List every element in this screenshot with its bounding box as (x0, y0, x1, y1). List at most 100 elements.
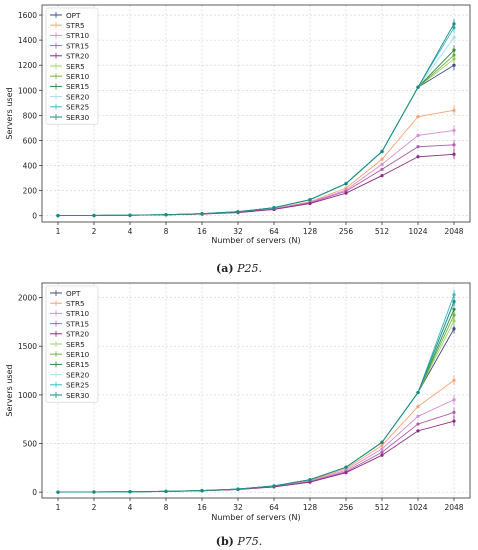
x-tick-label: 32 (233, 227, 243, 236)
caption-a: (a) P25. (0, 262, 478, 275)
data-point (56, 490, 60, 494)
data-point (128, 213, 132, 217)
series-line (57, 23, 455, 217)
series-str20 (56, 149, 456, 218)
x-tick-label: 1024 (408, 227, 427, 236)
series-line (57, 109, 455, 217)
series-ser25 (56, 289, 456, 494)
legend-label: STR15 (66, 41, 89, 50)
data-point (416, 390, 420, 395)
data-point (92, 213, 96, 218)
data-point (416, 404, 420, 409)
caption-b: (b) P75. (0, 535, 478, 548)
x-tick-label: 1024 (408, 503, 427, 512)
series-line (57, 54, 455, 217)
legend-label: SER10 (66, 350, 90, 359)
series-ser25 (56, 22, 456, 218)
x-tick-label: 4 (128, 227, 133, 236)
data-point (416, 145, 420, 149)
legend-label: SER10 (66, 72, 90, 81)
legend-box (45, 285, 99, 403)
series-ser30 (56, 296, 456, 494)
data-point (416, 115, 420, 119)
series-str10 (56, 125, 456, 218)
series-str10 (56, 394, 456, 494)
data-point (236, 210, 240, 214)
series-ser5 (56, 53, 456, 218)
series-line (57, 314, 455, 493)
data-point (380, 443, 384, 448)
data-point (308, 480, 312, 484)
legend-label: STR5 (66, 299, 85, 308)
series-ser20 (56, 298, 456, 494)
series-ser15 (56, 304, 456, 494)
series-ser30 (56, 18, 456, 218)
caption-a-name: P25. (237, 262, 262, 275)
data-point (416, 414, 420, 418)
x-tick-label: 64 (269, 227, 279, 236)
data-point (344, 191, 348, 195)
data-point (56, 214, 60, 218)
series-line (57, 294, 455, 493)
series-line (57, 309, 455, 493)
y-tick-label: 1600 (18, 11, 37, 20)
caption-a-label: (a) (216, 262, 234, 275)
y-tick-label: 400 (23, 162, 38, 171)
legend-label: SER20 (66, 92, 90, 101)
data-point (416, 133, 420, 138)
data-point (380, 162, 384, 166)
data-point (380, 450, 384, 454)
series-line (57, 379, 455, 493)
series-str15 (56, 407, 456, 494)
x-tick-label: 8 (164, 227, 169, 236)
series-str5 (56, 105, 456, 218)
data-point (380, 173, 384, 178)
y-tick-label: 1200 (18, 61, 37, 70)
series-ser5 (56, 315, 456, 494)
chart-0: 0 200 400 600 800 1000 1200 1400 1600 1 2 4 8 16 32 64 1… (5, 4, 471, 245)
legend-label: SER15 (66, 82, 89, 91)
data-point (380, 453, 384, 457)
data-point (164, 489, 168, 493)
series-line (57, 328, 455, 493)
x-tick-label: 32 (233, 503, 243, 512)
legend-box (45, 7, 99, 125)
data-point (200, 212, 204, 216)
series-str5 (56, 375, 456, 494)
legend-label: OPT (66, 289, 81, 298)
x-tick-label: 128 (303, 503, 318, 512)
data-point (344, 182, 348, 186)
y-tick-label: 2000 (18, 294, 37, 303)
series-str15 (56, 139, 456, 218)
series-ser20 (56, 32, 456, 218)
data-point (308, 478, 312, 482)
series-ser10 (56, 310, 456, 494)
chart-1: 0 500 1000 1500 2000 1 2 4 8 16 32 64 128 256 512 1024 2… (5, 282, 471, 522)
y-tick-label: 1400 (18, 36, 37, 45)
y-tick-label: 500 (23, 440, 38, 449)
data-point (164, 213, 168, 217)
data-point (380, 167, 384, 171)
x-axis-label: Number of servers (N) (211, 513, 300, 522)
plot-frame (41, 4, 471, 223)
legend-label: STR5 (66, 21, 85, 30)
series-line (57, 37, 455, 217)
y-axis-label: Servers used (5, 364, 14, 416)
data-point (128, 490, 132, 494)
y-tick-label: 1000 (18, 86, 37, 95)
legend: OPTSTR5STR10STR15STR20SER5SER10SER15SER2… (45, 7, 99, 125)
data-point (416, 429, 420, 433)
y-tick-label: 1000 (18, 391, 37, 400)
data-point (380, 447, 384, 451)
x-tick-label: 512 (375, 227, 390, 236)
legend-label: SER15 (66, 360, 89, 369)
series-ser10 (56, 50, 456, 218)
x-tick-label: 2 (92, 503, 97, 512)
data-point (416, 422, 420, 426)
data-point (92, 490, 96, 494)
data-point (200, 489, 204, 493)
y-tick-label: 0 (32, 488, 37, 497)
plot-frame (41, 282, 471, 499)
series-line (57, 303, 455, 493)
y-tick-label: 200 (23, 187, 38, 196)
